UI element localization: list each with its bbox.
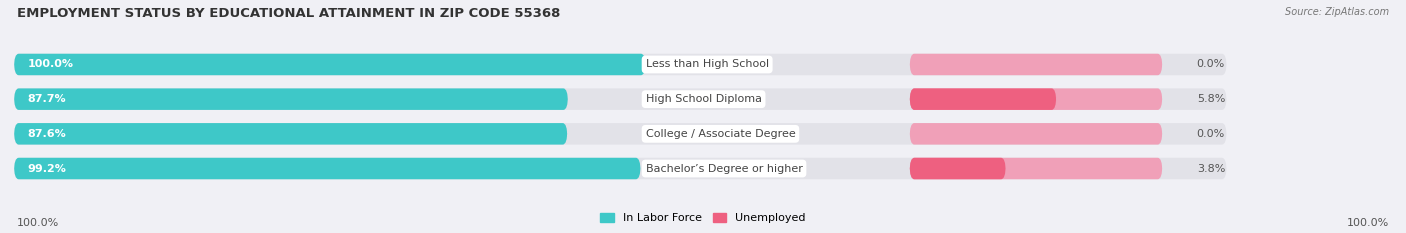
FancyBboxPatch shape bbox=[14, 158, 641, 179]
Text: EMPLOYMENT STATUS BY EDUCATIONAL ATTAINMENT IN ZIP CODE 55368: EMPLOYMENT STATUS BY EDUCATIONAL ATTAINM… bbox=[17, 7, 560, 20]
Text: 100.0%: 100.0% bbox=[28, 59, 75, 69]
Text: 3.8%: 3.8% bbox=[1197, 164, 1225, 174]
Text: 100.0%: 100.0% bbox=[17, 218, 59, 228]
FancyBboxPatch shape bbox=[910, 88, 1056, 110]
FancyBboxPatch shape bbox=[910, 88, 1163, 110]
Text: 5.8%: 5.8% bbox=[1197, 94, 1225, 104]
FancyBboxPatch shape bbox=[14, 123, 1226, 145]
FancyBboxPatch shape bbox=[14, 123, 567, 145]
FancyBboxPatch shape bbox=[910, 54, 1163, 75]
Text: 99.2%: 99.2% bbox=[28, 164, 66, 174]
Text: 87.7%: 87.7% bbox=[28, 94, 66, 104]
FancyBboxPatch shape bbox=[910, 158, 1005, 179]
FancyBboxPatch shape bbox=[14, 158, 1226, 179]
Text: Source: ZipAtlas.com: Source: ZipAtlas.com bbox=[1285, 7, 1389, 17]
Text: Bachelor’s Degree or higher: Bachelor’s Degree or higher bbox=[645, 164, 803, 174]
FancyBboxPatch shape bbox=[14, 54, 645, 75]
FancyBboxPatch shape bbox=[910, 158, 1163, 179]
FancyBboxPatch shape bbox=[14, 54, 1226, 75]
Text: High School Diploma: High School Diploma bbox=[645, 94, 762, 104]
Legend: In Labor Force, Unemployed: In Labor Force, Unemployed bbox=[596, 208, 810, 227]
Text: 0.0%: 0.0% bbox=[1197, 129, 1225, 139]
Text: 100.0%: 100.0% bbox=[1347, 218, 1389, 228]
Text: College / Associate Degree: College / Associate Degree bbox=[645, 129, 796, 139]
FancyBboxPatch shape bbox=[14, 88, 568, 110]
FancyBboxPatch shape bbox=[14, 88, 1226, 110]
FancyBboxPatch shape bbox=[910, 123, 1163, 145]
Text: 0.0%: 0.0% bbox=[1197, 59, 1225, 69]
Text: 87.6%: 87.6% bbox=[28, 129, 66, 139]
Text: Less than High School: Less than High School bbox=[645, 59, 769, 69]
